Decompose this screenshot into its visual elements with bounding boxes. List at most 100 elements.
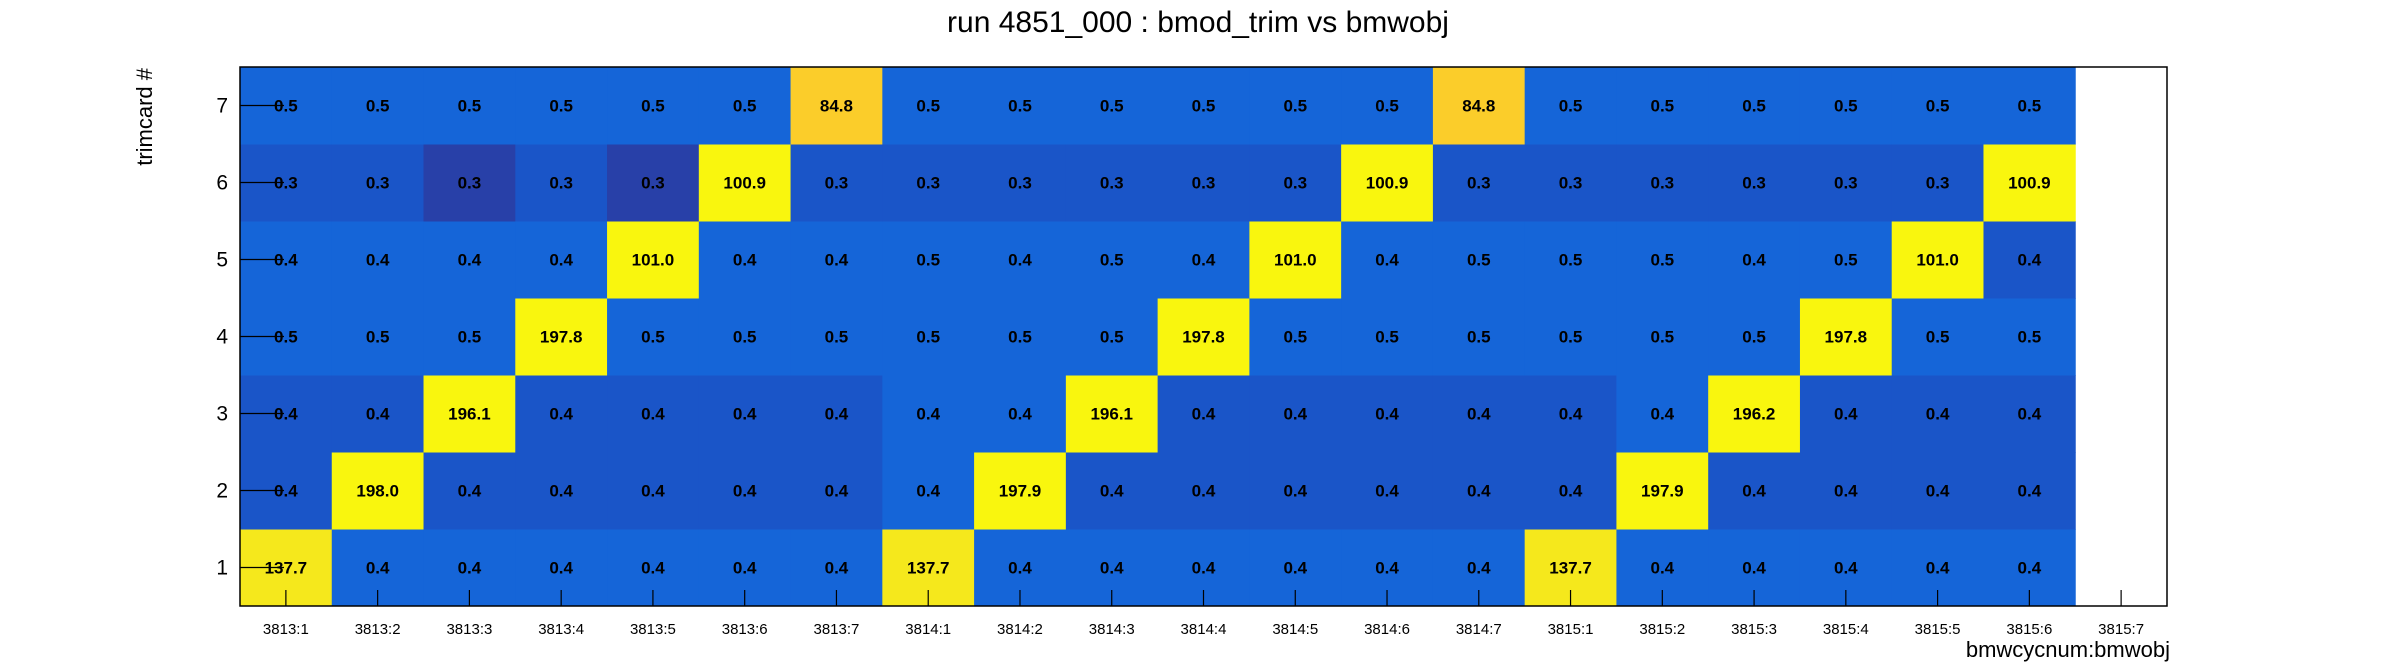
- heatmap-cell: [882, 452, 975, 530]
- cell-value-label: 0.4: [366, 559, 390, 578]
- cell-value-label: 0.4: [1283, 482, 1307, 501]
- cell-value-label: 100.9: [723, 174, 766, 193]
- cell-value-label: 0.3: [641, 174, 665, 193]
- cell-value-label: 0.3: [1467, 174, 1491, 193]
- cell-value-label: 0.4: [1375, 251, 1399, 270]
- cell-value-label: 0.3: [274, 174, 298, 193]
- cell-value-label: 0.4: [733, 559, 757, 578]
- cell-value-label: 197.8: [1825, 328, 1868, 347]
- y-tick-label: 3: [216, 403, 228, 426]
- cell-value-label: 0.4: [733, 482, 757, 501]
- cell-value-label: 101.0: [1274, 251, 1317, 270]
- heatmap-cell: [1524, 221, 1617, 299]
- cell-value-label: 0.4: [1467, 482, 1491, 501]
- heatmap-cell: [698, 375, 792, 453]
- heatmap-cell: [1065, 144, 1159, 222]
- cell-value-label: 0.5: [274, 328, 298, 347]
- cell-value-label: 0.4: [641, 482, 665, 501]
- cell-value-label: 0.5: [1834, 251, 1858, 270]
- cell-value-label: 0.5: [1100, 97, 1124, 116]
- heatmap-cell: [1341, 452, 1434, 530]
- cell-value-label: 0.4: [2018, 559, 2042, 578]
- cell-value-label: 0.4: [916, 405, 940, 424]
- cell-value-label: 0.5: [641, 97, 665, 116]
- cell-value-label: 0.4: [2018, 482, 2042, 501]
- cell-value-label: 0.3: [1834, 174, 1858, 193]
- heatmap-cell: [607, 375, 700, 453]
- cell-value-label: 0.4: [1283, 559, 1307, 578]
- cell-value-label: 0.4: [274, 405, 298, 424]
- heatmap-cell: [1432, 67, 1526, 145]
- x-tick-label: 3815:5: [1915, 621, 1961, 638]
- heatmap-cell: [1708, 144, 1801, 222]
- cell-value-label: 197.9: [999, 482, 1042, 501]
- cell-value-label: 0.5: [1100, 328, 1124, 347]
- cell-value-label: 0.5: [1559, 251, 1583, 270]
- cell-value-label: 197.8: [1182, 328, 1225, 347]
- y-tick-label: 2: [216, 480, 228, 503]
- cell-value-label: 0.4: [1834, 559, 1858, 578]
- y-tick-label: 4: [216, 326, 228, 349]
- heatmap-cell: [1891, 375, 1984, 453]
- heatmap-cell: [423, 375, 516, 453]
- cell-value-label: 0.3: [1742, 174, 1766, 193]
- cell-value-label: 0.4: [458, 251, 482, 270]
- heatmap-cell: [1157, 452, 1250, 530]
- cell-value-label: 0.3: [458, 174, 482, 193]
- cell-value-label: 100.9: [1366, 174, 1409, 193]
- cell-value-label: 0.4: [825, 251, 849, 270]
- heatmap-cell: [423, 452, 516, 530]
- heatmap-cell: [607, 67, 700, 145]
- x-tick-label: 3815:7: [2098, 621, 2144, 638]
- cell-value-label: 137.7: [265, 559, 308, 578]
- cell-value-label: 0.4: [2018, 405, 2042, 424]
- heatmap-cell: [515, 452, 608, 530]
- heatmap-cell: [1524, 144, 1617, 222]
- cell-value-label: 0.4: [733, 405, 757, 424]
- x-tick-label: 3813:2: [355, 621, 401, 638]
- heatmap-cell: [1983, 144, 2076, 222]
- heatmap-cell: [515, 221, 608, 299]
- heatmap-cell: [698, 144, 792, 222]
- x-tick-label: 3814:7: [1456, 621, 1502, 638]
- heatmap-cell: [1432, 144, 1526, 222]
- x-tick-label: 3814:6: [1364, 621, 1410, 638]
- cell-value-label: 0.4: [2018, 251, 2042, 270]
- cell-value-label: 0.5: [1283, 328, 1307, 347]
- cell-value-label: 0.4: [1742, 251, 1766, 270]
- cell-value-label: 0.4: [1192, 559, 1216, 578]
- x-tick-label: 3815:1: [1548, 621, 1594, 638]
- cell-value-label: 0.5: [2018, 97, 2042, 116]
- heatmap-cell: [1341, 144, 1434, 222]
- cell-value-label: 0.4: [458, 559, 482, 578]
- heatmap-cell: [423, 298, 516, 376]
- x-tick-label: 3815:4: [1823, 621, 1869, 638]
- cell-value-label: 0.5: [458, 97, 482, 116]
- heatmap-cell: [1432, 375, 1526, 453]
- cell-value-label: 0.4: [1650, 559, 1674, 578]
- heatmap-cell: [1065, 221, 1159, 299]
- y-tick-label: 5: [216, 249, 228, 272]
- cell-value-label: 0.5: [1375, 97, 1399, 116]
- heatmap-cell: [1524, 452, 1617, 530]
- cell-value-label: 0.5: [458, 328, 482, 347]
- cell-value-label: 0.5: [1742, 97, 1766, 116]
- cell-value-label: 0.5: [733, 328, 757, 347]
- cell-value-label: 0.3: [1192, 174, 1216, 193]
- x-axis-ticks: 3813:1 3813:2 3813:3 3813:4 3813:5 3813:6 3813…: [263, 590, 2144, 638]
- heatmap-cell: [607, 452, 700, 530]
- cell-value-label: 0.4: [1834, 482, 1858, 501]
- cell-value-label: 0.4: [1375, 559, 1399, 578]
- heatmap-cell: [698, 298, 792, 376]
- cell-value-label: 0.5: [366, 97, 390, 116]
- cell-value-label: 0.4: [1926, 405, 1950, 424]
- heatmap-cell: [331, 452, 425, 530]
- x-tick-label: 3814:4: [1181, 621, 1227, 638]
- heatmap-cell: [882, 221, 975, 299]
- cell-value-label: 0.4: [1926, 559, 1950, 578]
- cell-value-label: 0.5: [733, 97, 757, 116]
- heatmap-cell: [1432, 298, 1526, 376]
- heatmap-cell: [1249, 375, 1342, 453]
- cell-value-label: 0.3: [825, 174, 849, 193]
- heatmap-cell: [607, 221, 700, 299]
